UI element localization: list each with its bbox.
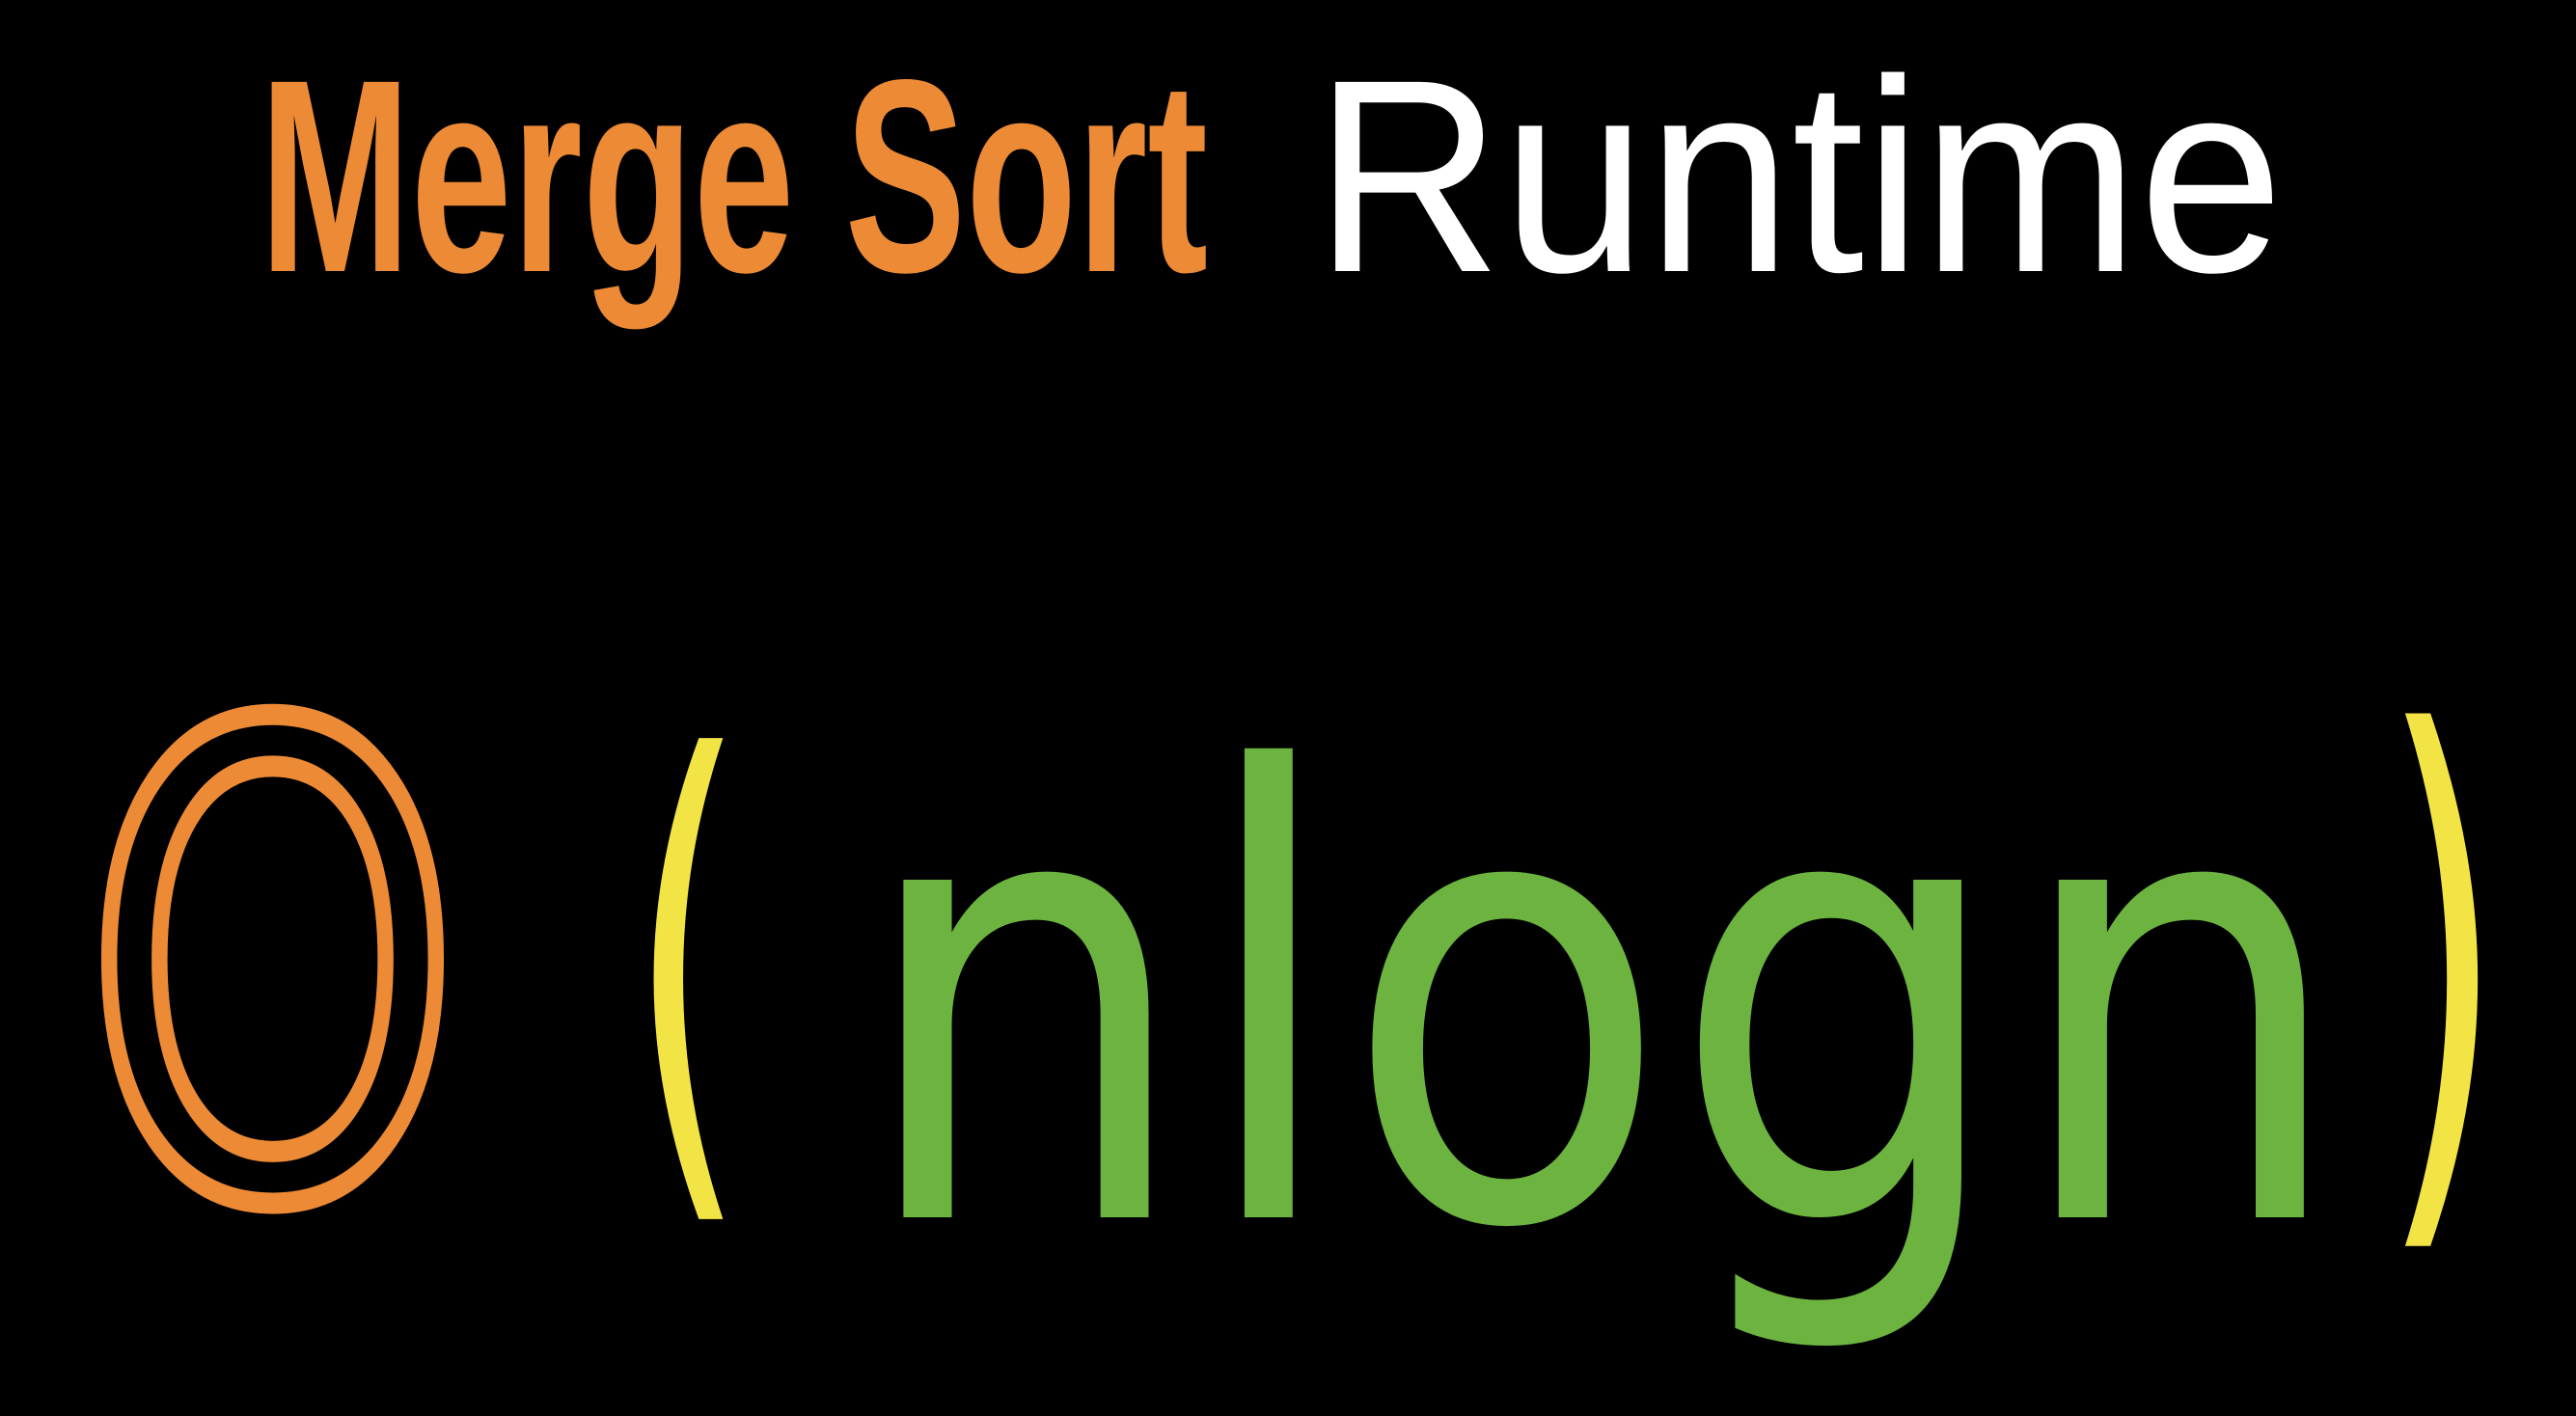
close-paren: ): [2379, 613, 2506, 1309]
title-rest: Runtime: [1314, 23, 2284, 330]
title-highlight: Merge Sort: [260, 23, 1208, 331]
big-o: O: [82, 595, 463, 1348]
open-paren: (: [627, 647, 748, 1276]
argument: nlogn: [855, 644, 2349, 1363]
